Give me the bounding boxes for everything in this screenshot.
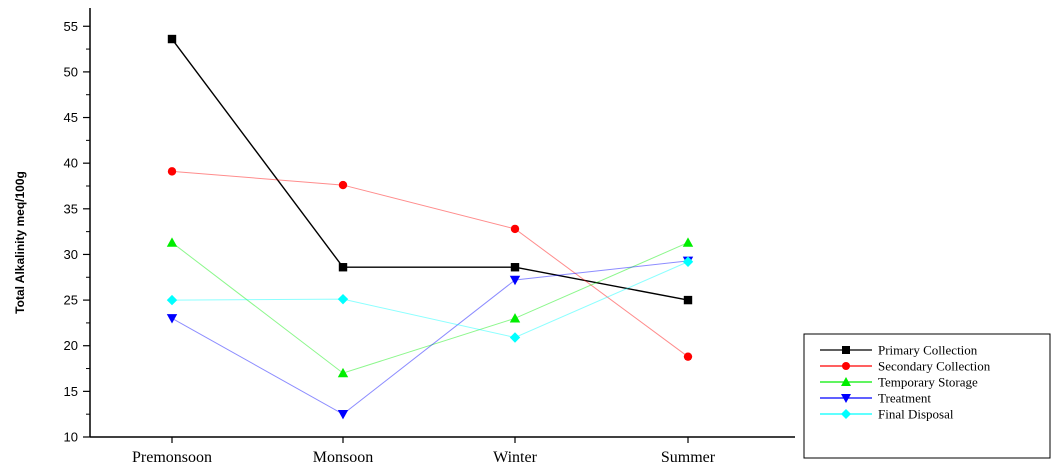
data-point-treatment (337, 409, 349, 420)
y-tick-label: 50 (64, 64, 78, 79)
series-treatment (166, 256, 694, 420)
legend-item: Final Disposal (820, 407, 954, 422)
y-tick-label: 45 (64, 110, 78, 125)
data-point-primary-collection (510, 263, 520, 272)
data-point-treatment (509, 275, 521, 286)
data-point-final-disposal (682, 256, 694, 267)
y-axis-label: Total Alkalinity meq/100g (13, 171, 27, 314)
data-point-temporary-storage (166, 237, 178, 247)
legend-label: Final Disposal (878, 407, 954, 422)
y-tick-label: 10 (64, 430, 78, 445)
data-point-treatment (166, 314, 178, 324)
series-final-disposal (166, 256, 694, 343)
data-point-temporary-storage (682, 237, 694, 247)
x-tick-label: Summer (661, 449, 716, 466)
data-point-secondary-collection (683, 352, 693, 361)
x-tick-label: Monsoon (313, 449, 373, 466)
data-point-final-disposal (166, 294, 178, 306)
y-tick-label: 25 (64, 293, 78, 308)
legend-item: Treatment (820, 391, 931, 406)
y-tick-label: 55 (64, 19, 78, 34)
x-tick-label: Premonsoon (132, 449, 212, 466)
series-line-final-disposal (171, 261, 689, 339)
series-primary-collection (167, 34, 693, 305)
legend-item: Temporary Storage (820, 375, 978, 390)
data-point-primary-collection (338, 263, 348, 272)
data-point-secondary-collection (338, 180, 348, 190)
y-tick-label: 20 (64, 338, 78, 353)
data-point-temporary-storage (509, 313, 521, 323)
data-point-final-disposal (337, 293, 349, 305)
data-point-secondary-collection (167, 167, 177, 176)
data-point-secondary-collection (510, 224, 520, 234)
y-tick-label: 15 (64, 384, 78, 399)
data-point-final-disposal (509, 332, 521, 343)
legend-item: Primary Collection (820, 343, 978, 358)
data-point-primary-collection (683, 295, 693, 305)
x-tick-labels: Premonsoon Monsoon Winter Summer (132, 449, 716, 466)
series-line-primary-collection (171, 38, 689, 301)
legend-marker (841, 377, 851, 386)
series-secondary-collection (167, 167, 693, 361)
data-point-primary-collection (167, 34, 177, 44)
y-tick-label: 30 (64, 247, 78, 262)
y-tick-labels: 10 15 20 25 30 35 40 45 50 55 (64, 19, 78, 445)
series-temporary-storage (166, 237, 694, 378)
chart-axes (83, 8, 795, 443)
y-tick-label: 40 (64, 156, 78, 171)
legend-label: Treatment (878, 391, 931, 406)
legend-marker (841, 394, 851, 403)
x-tick-label: Winter (493, 449, 537, 466)
legend-marker (841, 409, 851, 419)
y-tick-label: 35 (64, 201, 78, 216)
legend-label: Temporary Storage (878, 375, 978, 390)
series-line-temporary-storage (171, 242, 689, 374)
legend-item: Secondary Collection (820, 359, 991, 374)
legend-marker (842, 346, 850, 354)
legend-label: Secondary Collection (878, 359, 991, 374)
legend-marker (842, 362, 850, 370)
series-layer (166, 34, 694, 420)
series-line-treatment (171, 260, 689, 415)
data-point-temporary-storage (337, 367, 349, 378)
series-line-secondary-collection (171, 170, 689, 358)
legend-label: Primary Collection (878, 343, 978, 358)
